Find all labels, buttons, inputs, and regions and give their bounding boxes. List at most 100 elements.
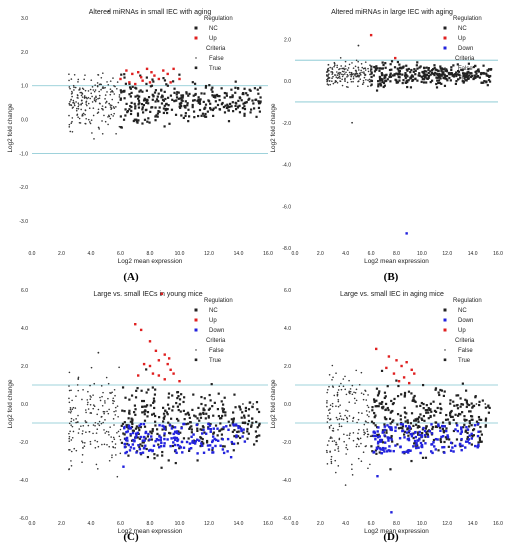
nc-point <box>486 69 489 72</box>
data-point-down <box>239 427 243 430</box>
nc-point <box>337 398 340 401</box>
nc-point <box>441 427 444 431</box>
nc-point <box>405 68 408 71</box>
nc-point <box>106 81 108 83</box>
nc-point <box>106 443 108 446</box>
nc-point <box>439 411 442 415</box>
nc-point <box>227 120 231 123</box>
nc-point <box>113 424 115 426</box>
nc-point <box>111 90 113 93</box>
nc-point <box>406 421 409 424</box>
nc-point <box>463 72 466 75</box>
nc-point <box>250 424 253 427</box>
data-point-down <box>419 451 422 455</box>
nc-point <box>360 392 363 394</box>
nc-point <box>117 430 120 433</box>
nc-point <box>161 94 164 97</box>
nc-point <box>391 440 394 443</box>
nc-point <box>212 414 215 417</box>
nc-point <box>150 432 153 435</box>
nc-point <box>435 425 439 429</box>
nc-point <box>473 74 476 77</box>
nc-point <box>71 120 73 123</box>
nc-point <box>143 98 146 101</box>
nc-point <box>335 80 338 83</box>
y-tick-label: 0.0 <box>21 118 28 124</box>
nc-point <box>403 394 407 397</box>
nc-point <box>478 76 482 79</box>
nc-point <box>116 475 119 478</box>
x-tick-label: 0.0 <box>292 251 299 257</box>
nc-point <box>94 84 96 86</box>
data-point-down <box>211 451 214 454</box>
nc-point <box>71 436 74 439</box>
nc-point <box>416 417 419 420</box>
nc-point <box>348 391 350 394</box>
data-point-down <box>168 424 172 427</box>
nc-point <box>430 71 434 74</box>
nc-point <box>352 432 355 434</box>
nc-point <box>470 418 473 421</box>
nc-point <box>232 110 235 113</box>
nc-point <box>257 100 260 103</box>
y-tick-label: -6.0 <box>282 204 291 210</box>
nc-point <box>78 428 81 430</box>
nc-point <box>355 445 358 448</box>
nc-point <box>239 97 242 100</box>
data-point-down <box>376 435 380 439</box>
nc-point <box>148 121 151 124</box>
nc-point <box>406 85 409 89</box>
nc-point <box>356 72 359 75</box>
nc-point <box>87 96 90 99</box>
nc-point <box>424 456 428 459</box>
x-tick-label: 16.0 <box>263 521 273 527</box>
nc-point <box>346 76 348 78</box>
data-point-down <box>372 450 376 454</box>
nc-point <box>238 405 241 408</box>
nc-point <box>77 78 80 81</box>
nc-point <box>97 111 100 114</box>
x-tick-label: 16.0 <box>263 251 273 257</box>
nc-point <box>120 424 123 427</box>
nc-point <box>391 409 394 413</box>
nc-point <box>184 114 187 118</box>
nc-point <box>416 67 419 70</box>
data-point-down <box>180 440 184 444</box>
nc-point <box>108 408 110 411</box>
nc-point <box>141 106 144 109</box>
x-tick-label: 12.0 <box>442 521 452 527</box>
data-point-down <box>418 438 421 441</box>
nc-point <box>339 412 341 415</box>
nc-point <box>448 76 451 80</box>
nc-point <box>353 74 356 76</box>
nc-point <box>137 103 140 106</box>
data-point-down <box>465 426 468 429</box>
nc-point <box>472 434 475 437</box>
nc-point <box>97 408 100 411</box>
nc-point <box>208 84 211 87</box>
nc-point <box>382 441 385 444</box>
nc-point <box>136 112 140 115</box>
data-point-down <box>372 434 376 438</box>
nc-point <box>107 412 110 415</box>
nc-point <box>93 90 96 93</box>
data-point-up <box>166 72 169 76</box>
plot-title: Altered miRNAs in small IEC with aging <box>89 9 212 16</box>
data-point-down <box>123 425 126 429</box>
data-point-down <box>123 442 127 446</box>
nc-point <box>383 416 387 419</box>
nc-point <box>185 423 188 426</box>
nc-point <box>338 425 341 428</box>
data-point-down <box>377 440 380 444</box>
nc-point <box>381 407 384 410</box>
nc-point <box>379 82 382 85</box>
nc-point <box>243 101 246 105</box>
nc-point <box>422 439 425 442</box>
data-point-down <box>172 436 176 440</box>
data-point-down <box>159 445 163 448</box>
nc-point <box>344 80 346 82</box>
nc-point <box>476 69 480 72</box>
nc-point <box>393 73 396 76</box>
nc-point <box>340 425 343 428</box>
nc-point <box>175 401 178 405</box>
